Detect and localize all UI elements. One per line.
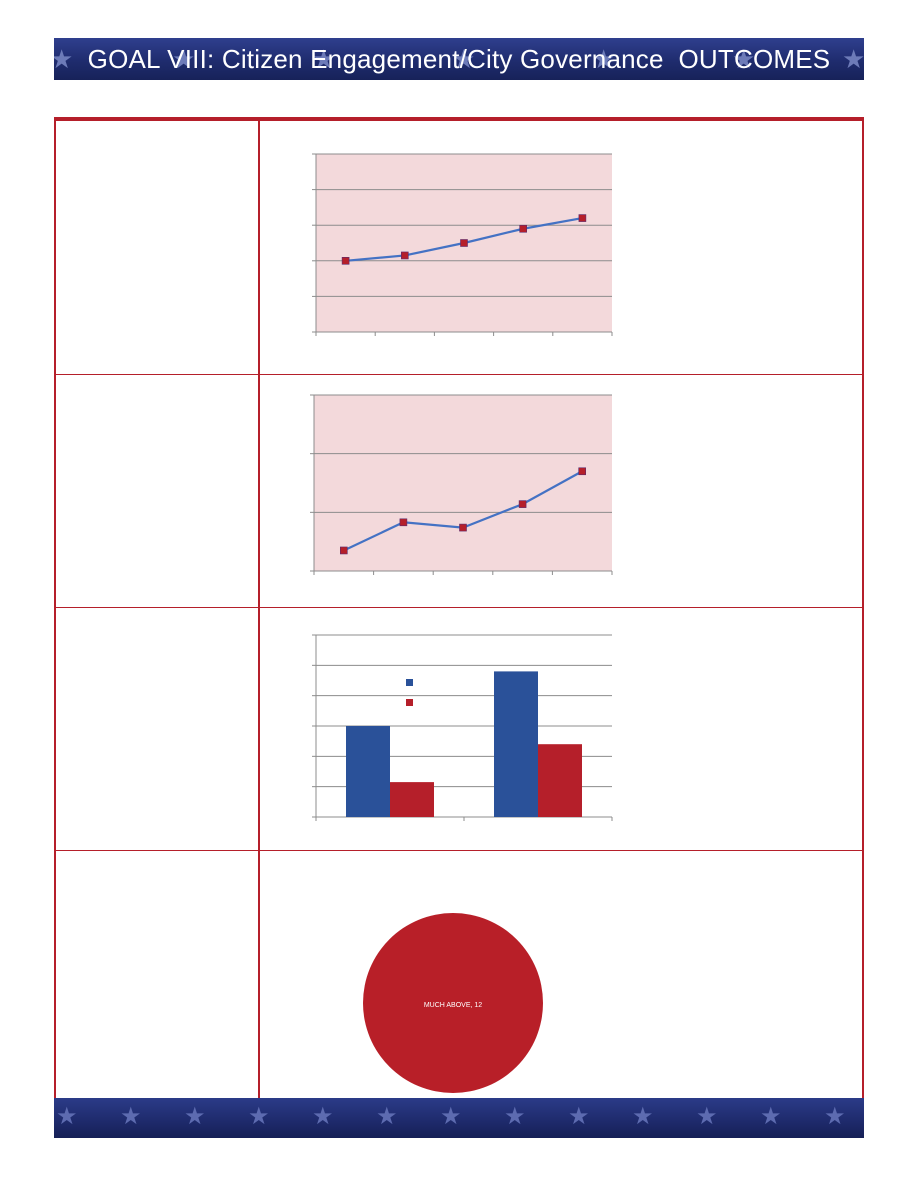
row-label-cell [56,608,260,850]
bar [390,782,434,817]
star-icon: ★ [312,1103,334,1130]
table-row [56,375,862,608]
line-chart-1 [312,153,613,336]
chart-cell [260,375,862,607]
row-label-cell [56,851,260,1102]
star-icon: ★ [452,44,476,74]
chart-cell [260,608,862,850]
star-icon: ★ [120,1103,142,1130]
star-icon: ★ [376,1103,398,1130]
table-row: MUCH ABOVE, 12 [56,851,862,1102]
page-title: GOAL VIII: Citizen Engagement/City Gover… [87,43,831,74]
star-icon: ★ [184,1103,206,1130]
chart-cell [260,121,862,374]
star-icon: ★ [696,1103,718,1130]
data-point [578,467,587,476]
line-chart-2 [310,394,613,575]
star-icon: ★ [592,44,616,74]
page-banner: ★ ★ ★ ★ ★ ★ ★ GOAL VIII: Citizen Engagem… [54,38,864,80]
table-row [56,121,862,375]
table-row [56,608,862,851]
bar [494,671,538,817]
legend-swatch [406,699,413,706]
legend-swatch [406,679,413,686]
data-point [578,214,587,222]
data-point [460,239,468,247]
star-icon: ★ [824,1103,846,1130]
star-icon: ★ [568,1103,590,1130]
star-icon: ★ [760,1103,782,1130]
chart-cell: MUCH ABOVE, 12 [260,851,862,1102]
star-icon: ★ [54,44,74,74]
star-icon: ★ [842,44,864,74]
data-point [399,518,408,527]
outcomes-table: MUCH ABOVE, 12 [54,117,864,1102]
pie-chart: MUCH ABOVE, 12 [363,913,543,1093]
pie-data-label: MUCH ABOVE, 12 [424,1002,482,1009]
bar [346,726,390,817]
data-point [519,224,528,233]
data-point [459,523,467,532]
bar [538,744,582,817]
data-point [341,257,350,265]
data-point [401,251,409,260]
data-point [340,546,348,555]
star-icon: ★ [248,1103,270,1130]
footer-band: ★ ★ ★ ★ ★ ★ ★ ★ ★ ★ ★ ★ ★ [54,1098,864,1138]
row-label-cell [56,121,260,374]
star-icon: ★ [56,1103,78,1130]
star-icon: ★ [440,1103,462,1130]
star-icon: ★ [632,1103,654,1130]
bar-chart [312,634,613,821]
star-icon: ★ [312,44,336,74]
pie-slice [363,913,543,1093]
data-point [518,500,527,508]
star-icon: ★ [172,44,196,74]
row-label-cell [56,375,260,607]
star-icon: ★ [504,1103,526,1130]
star-icon: ★ [732,44,756,74]
